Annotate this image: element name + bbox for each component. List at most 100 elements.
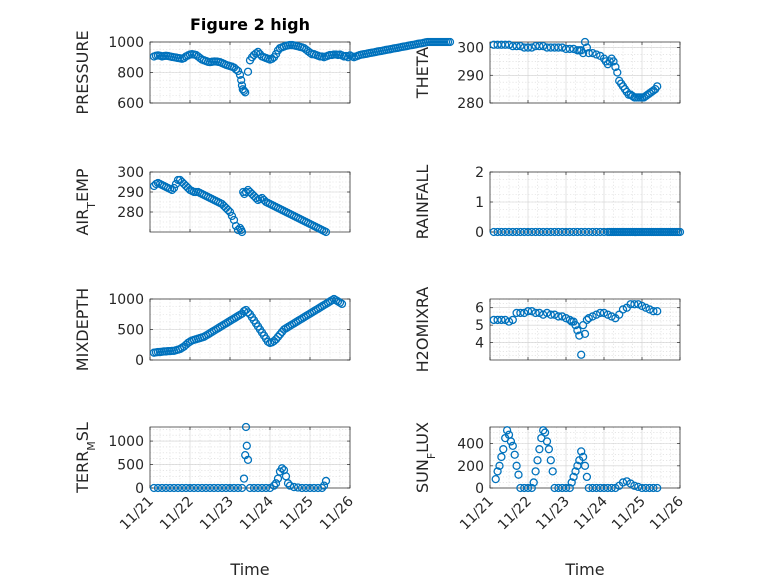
data-point: [213, 483, 223, 493]
data-point: [618, 478, 628, 487]
x-tick-label: 11/22: [157, 494, 197, 534]
data-point: [542, 308, 552, 318]
x-tick-label: 11/26: [647, 493, 687, 533]
data-point: [181, 483, 191, 493]
y-tick-label: 0: [135, 353, 144, 369]
data-point: [539, 426, 548, 435]
data-point: [233, 225, 243, 235]
data-point: [535, 42, 544, 51]
data-point: [241, 88, 250, 97]
data-point: [558, 312, 567, 321]
data-point: [615, 310, 624, 319]
data-point: [542, 437, 552, 446]
y-axis-label: TERRMSL: [73, 422, 98, 494]
data-point: [275, 330, 285, 339]
y-tick-label: 0: [135, 481, 144, 497]
data-point: [233, 483, 243, 493]
data-point: [607, 312, 616, 321]
data-point: [169, 483, 179, 493]
data-point: [253, 483, 263, 493]
y-tick-label: 300: [457, 41, 484, 57]
data-point: [527, 307, 536, 316]
data-point: [285, 481, 295, 490]
x-tick-label: 11/24: [571, 493, 611, 533]
x-tick-label: 11/25: [277, 494, 317, 534]
data-point: [573, 326, 582, 335]
data-point: [512, 461, 521, 470]
data-point: [544, 445, 554, 454]
data-point: [245, 483, 255, 493]
data-point: [653, 307, 662, 316]
x-tick-label: 11/23: [197, 494, 237, 534]
data-point: [235, 70, 245, 79]
data-point: [506, 437, 516, 446]
data-point: [565, 44, 574, 54]
data-point: [265, 483, 275, 493]
data-point: [512, 42, 521, 51]
data-point: [535, 445, 544, 454]
data-point: [189, 483, 199, 493]
x-tick-label: 11/21: [457, 494, 497, 534]
y-tick-label: 5: [475, 318, 484, 334]
y-tick-label: 500: [117, 458, 144, 474]
data-point: [309, 483, 319, 493]
data-point: [257, 483, 267, 493]
x-tick-label: 11/21: [117, 494, 157, 534]
data-point: [523, 307, 533, 316]
data-point: [497, 452, 506, 462]
y-tick-label: 6: [475, 301, 484, 317]
data-point: [319, 481, 329, 490]
data-point: [239, 86, 249, 95]
data-point: [237, 483, 247, 493]
data-point: [609, 57, 618, 66]
data-point: [321, 476, 331, 486]
data-point: [201, 483, 211, 493]
data-point: [501, 40, 510, 49]
data-point: [497, 315, 506, 325]
data-point: [546, 456, 555, 465]
data-point: [491, 474, 500, 484]
x-tick-label: 11/24: [237, 493, 277, 533]
y-tick-label: 280: [457, 96, 484, 112]
data-point: [599, 308, 609, 318]
y-tick-label: 1000: [108, 35, 144, 51]
data-point: [523, 43, 533, 52]
data-point: [582, 472, 592, 482]
data-point: [618, 305, 628, 314]
data-point: [283, 479, 293, 488]
data-point: [645, 305, 654, 314]
data-point: [527, 483, 536, 493]
y-axis-label: THETA: [413, 47, 432, 99]
data-point: [531, 467, 540, 476]
data-point: [227, 211, 237, 221]
x-tick-label: 11/26: [317, 493, 357, 533]
y-tick-label: 600: [117, 96, 144, 112]
data-point: [504, 40, 514, 49]
y-tick-label: 200: [457, 459, 484, 475]
data-point: [578, 452, 588, 462]
data-point: [193, 483, 203, 493]
data-point: [569, 44, 578, 54]
data-point: [321, 227, 331, 237]
data-point: [445, 37, 455, 47]
data-point: [611, 62, 620, 72]
data-point: [529, 478, 538, 487]
data-point: [577, 350, 586, 359]
data-point: [630, 481, 639, 490]
data-point: [337, 299, 347, 309]
data-point: [649, 483, 658, 493]
data-point: [297, 483, 307, 493]
data-point: [565, 483, 574, 493]
data-point: [241, 422, 251, 432]
data-point: [181, 181, 191, 191]
subplot-terr-msl: 0 500 1000 TERRMSL 11/21 11/22 11/23 11/24 11/25…: [73, 422, 357, 579]
data-point: [499, 445, 508, 454]
y-axis-label: SUNFLUX: [413, 422, 438, 493]
data-point: [153, 483, 163, 493]
y-tick-label: 1: [475, 195, 484, 211]
subplot-pressure: 600 800 1000 PRESSURE: [73, 30, 455, 115]
x-tick-label: 11/22: [495, 494, 535, 534]
data-point: [221, 203, 231, 213]
